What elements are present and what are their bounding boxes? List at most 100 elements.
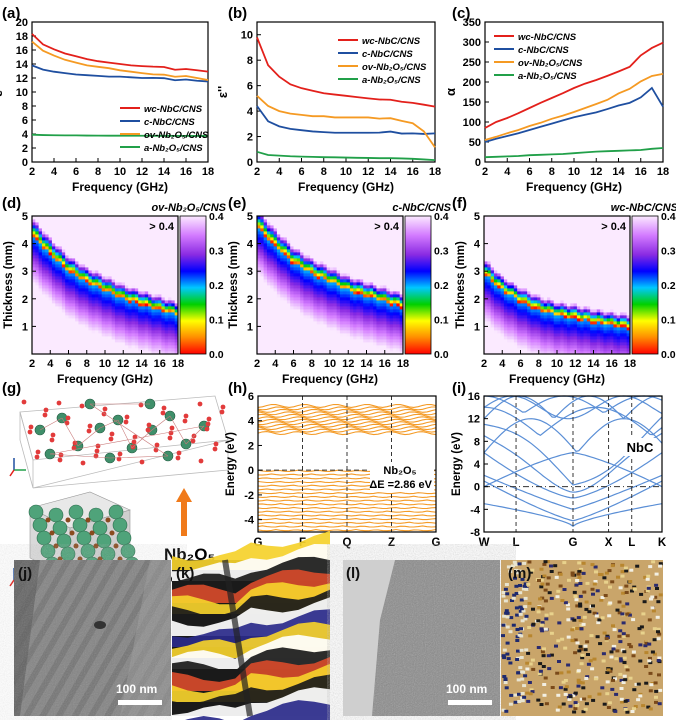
heatmap-cell [503,342,508,346]
heatmap-cell [310,231,314,235]
y-axis-label: Thickness (mm) [3,241,15,329]
heatmap-cell [393,255,397,259]
heatmap-cell [280,279,284,283]
heatmap-cell [530,276,535,280]
heatmap-cell [493,297,498,301]
heatmap-cell [105,351,109,355]
heatmap-cell [138,342,142,346]
heatmap-cell [356,237,361,241]
x-tick-label: 16 [154,358,166,370]
heatmap-cell [497,258,501,262]
heatmap-cell [144,321,149,325]
heatmap-cell [128,225,132,229]
heatmap-cell [346,300,351,304]
heatmap-cell [513,345,518,349]
x-axis-label: Frequency (GHz) [57,372,153,386]
heatmap-cell [144,258,149,262]
heatmap-cell [118,327,122,331]
heatmap-cell [141,312,146,316]
heatmap-cell [346,324,351,328]
heatmap-cell [85,294,89,298]
heatmap-cell [399,327,404,331]
heatmap-cell [91,282,96,286]
heatmap-cell [48,288,53,292]
heatmap-cell [523,291,528,295]
heatmap-cell [330,312,334,316]
heatmap-cell [68,219,73,223]
heatmap-cell [396,291,401,295]
heatmap-cell [276,288,281,292]
heatmap-cell [260,306,265,310]
heatmap-cell [520,297,525,301]
heatmap-cell [290,270,294,274]
heatmap-cell [379,228,384,232]
heatmap-cell [91,219,96,223]
heatmap-cell [353,330,357,334]
heatmap-cell [128,321,132,325]
heatmap-cell [151,315,156,319]
heatmap-cell [369,330,374,334]
heatmap-cell [530,291,535,295]
heatmap-cell [32,312,36,316]
heatmap-cell [366,249,371,253]
heatmap-cell [310,246,314,250]
heatmap-cell [35,273,40,277]
y-tick-label: 0 [22,157,28,169]
heatmap-cell [359,270,364,274]
heatmap-cell [339,339,344,343]
heatmap-cell [270,270,274,274]
x-tick-label: 12 [117,358,129,370]
heatmap-cell [257,336,261,340]
heatmap-cell [323,318,328,322]
heatmap-cell [313,219,318,223]
heatmap-cell [174,246,179,250]
heatmap-cell [386,225,391,229]
heatmap-cell [270,336,274,340]
heatmap-cell [497,294,501,298]
heatmap-cell [293,261,298,265]
heatmap-cell [280,252,284,256]
heatmap-cell [389,276,394,280]
y-tick-label: 2 [22,143,28,155]
heatmap-cell [490,288,495,292]
heatmap-cell [293,309,298,313]
heatmap-cell [41,273,46,277]
heatmap-cell [517,237,521,241]
heatmap-cell [393,309,397,313]
heatmap-cell [383,285,387,289]
heatmap-cell [303,267,308,271]
heatmap-cell [393,348,397,352]
heatmap-cell [98,216,103,220]
heatmap-cell [530,231,535,235]
heatmap-cell [91,303,96,307]
heatmap-cell [266,285,271,289]
heatmap-cell [168,249,172,253]
heatmap-cell [300,342,304,346]
heatmap-cell [393,294,397,298]
heatmap-cell [303,264,308,268]
heatmap-cell [114,300,119,304]
heatmap-cell [366,279,371,283]
heatmap-cell [257,264,261,268]
heatmap-cell [61,345,66,349]
heatmap-cell [58,261,63,265]
heatmap-cell [95,330,99,334]
heatmap-cell [141,219,146,223]
heatmap-cell [320,330,324,334]
heatmap-cell [95,300,99,304]
heatmap-cell [114,306,119,310]
heatmap-cell [154,330,159,334]
heatmap-cell [164,243,169,247]
heatmap-cell [523,249,528,253]
heatmap-cell [533,309,538,313]
heatmap-cell [71,261,76,265]
heatmap-cell [356,282,361,286]
heatmap-cell [48,231,53,235]
heatmap-cell [500,318,505,322]
heatmap-cell [320,279,324,283]
heatmap-cell [174,261,179,265]
heatmap-cell [61,279,66,283]
heatmap-cell [296,294,301,298]
heatmap-cell [114,243,119,247]
heatmap-cell [273,276,278,280]
